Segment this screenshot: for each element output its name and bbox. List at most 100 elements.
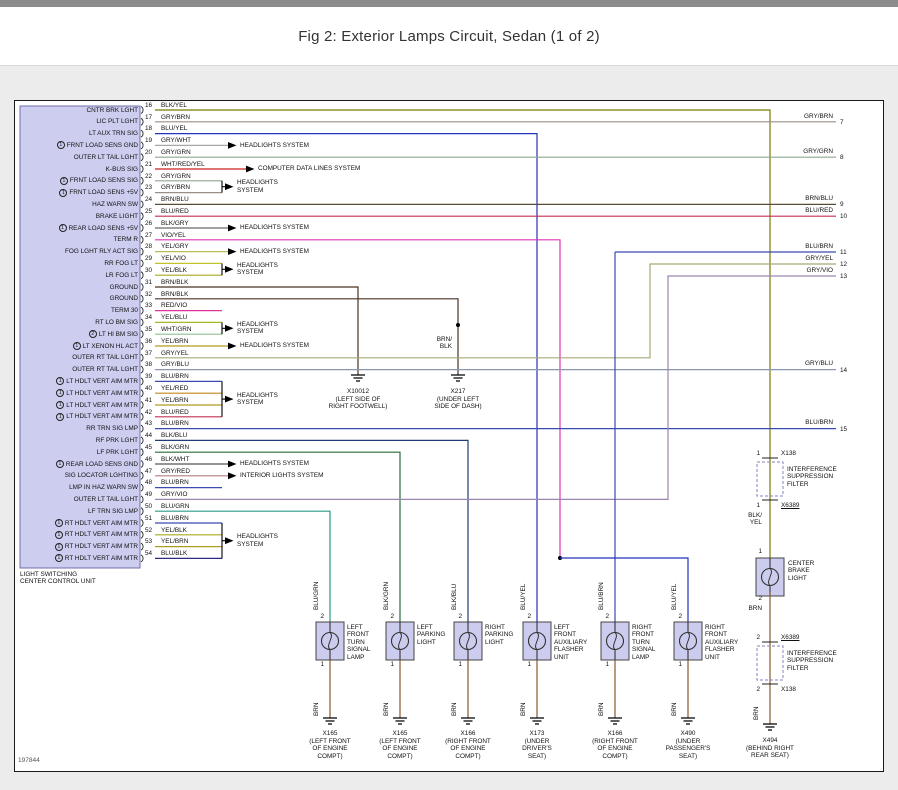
pin-number: 26 [145,219,153,227]
pin-signal-label: FRNT LOAD SENS GND [66,141,138,149]
pin-signal-row: GROUND [24,294,138,303]
pin-signal-label: OUTER LT TAIL LGHT [73,153,138,161]
wire-color-label: YEL/BLU [161,314,188,322]
connector-id: X165 [392,730,408,737]
connector-location: PASSENGER'S [665,745,711,753]
pin-signal-label: RT LO BM SIG [95,318,138,326]
connector-id: X10012 [346,388,370,395]
component-pin-number: 2 [758,595,762,602]
component-pin-number: 1 [605,661,609,668]
pin-number: 52 [145,526,153,534]
pin-signal-label: GROUND [109,283,138,291]
pin-number: 41 [145,396,153,404]
note-badge: 2 [88,330,97,339]
pin-number: 31 [145,278,153,286]
pin-number: 29 [145,255,153,263]
wire-color-label: YEL/BRN [161,396,189,404]
edge-number: 7 [840,118,844,126]
pin-signal-label: GROUND [109,295,138,303]
pin-signal-label: LIC PLT LGHT [96,118,138,126]
pin-number: 34 [145,314,153,322]
pin-number: 40 [145,385,153,392]
pin-number: 20 [145,149,153,156]
pin-signal-row: RT LO BM SIG [24,318,138,327]
pin-signal-row: 1 LT HDLT VERT AIM MTR [24,412,138,421]
wire-color-label: GRY/BLU [161,361,189,369]
component-name: FILTER [787,664,809,672]
pin-number: 28 [145,243,153,251]
edge-number: 15 [840,425,848,433]
component-pin-number: 1 [678,661,682,668]
wire-color-label: BLK/WHT [161,455,190,463]
pin-signal-label: FRNT LOAD SENS +5V [69,189,138,197]
connector-location: DRIVER'S [522,745,552,753]
system-ref-label: SYSTEM [237,269,264,277]
note-badge: 1 [59,188,68,197]
note-badge: 1 [72,342,81,350]
note-badge: 1 [54,542,63,551]
pin-signal-row: OUTER LT TAIL LGHT [24,495,138,504]
component-name: LEFT [554,624,570,631]
pin-signal-label: RT HDLT VERT AIM MTR [64,543,138,551]
pin-signal-row: LF TRN SIG LMP [24,507,138,516]
pin-number: 25 [145,208,153,215]
wire-color-label: VIO/YEL [161,231,186,239]
component-name: LIGHT [788,574,807,582]
connector-location: COMPT) [455,752,481,760]
pin-number: 43 [145,420,153,428]
pin-signal-label: OUTER RT TAIL LGHT [72,366,138,374]
connector-location: RIGHT FOOTWELL) [328,403,388,411]
pin-number: 46 [145,455,153,463]
component-name: FRONT [347,631,370,639]
pin-signal-row: 1 LT HDLT VERT AIM MTR [24,401,138,410]
component-name: UNIT [705,653,720,661]
wire-color-label: BLU/BRN [598,582,605,610]
wire-color-label: GRY/GRN [161,149,191,156]
note-badge: 1 [54,554,63,563]
edge-wire-color: BLU/BRN [805,419,833,427]
pin-signal-label: FOG LGHT RLY ACT SIG [64,248,138,256]
connector-id: X165 [322,730,338,737]
connector-location: (UNDER [675,738,701,745]
wire-color-label: BLK/BLU [451,583,458,610]
note-badge: 1 [56,401,65,409]
component-pin-number: 2 [390,612,394,620]
wire-color-label: BRN [383,702,390,717]
system-ref-label: SYSTEM [237,399,264,407]
edge-wire-color: GRY/YEL [805,254,833,262]
pin-signal-label: REAR LOAD SENS +5V [68,224,138,232]
connector-location: COMPT) [317,752,343,760]
pin-signal-label: RT HDLT VERT AIM MTR [64,519,138,527]
pin-signal-row: 1 LT XENON HL ACT [24,342,138,351]
pin-number: 18 [145,125,153,133]
pin-signal-row: 1 FRNT LOAD SENS GND [24,141,138,150]
wire-color-label: BLK/GRN [161,444,190,451]
system-ref-label: SYSTEM [237,328,264,336]
pin-signal-row: 1 LT HDLT VERT AIM MTR [24,377,138,386]
edge-number: 12 [840,261,848,268]
pin-signal-label: LF PRK LGHT [96,448,138,456]
component-name: LEFT [417,624,433,631]
wire-color-label: YEL/RED [161,385,189,392]
pin-number: 48 [145,479,153,487]
connector-location: REAR SEAT) [751,752,789,760]
wire-color-label: BLK/YEL [161,101,187,109]
pin-signal-label: BRAKE LIGHT [95,212,138,220]
pin-signal-row: K-BUS SIG [24,165,138,174]
note-badge: 1 [54,530,63,539]
component-name: FRONT [632,631,655,639]
connector-id: X6389 [781,501,800,509]
pin-signal-row: 1 RT HDLT VERT AIM MTR [24,554,138,563]
title-band: Fig 2: Exterior Lamps Circuit, Sedan (1 … [0,7,898,66]
component-pin-number: 1 [390,661,394,668]
wire-color-label: GRY/BRN [161,113,191,121]
pin-number: 33 [145,302,153,310]
connector-id: X490 [680,730,696,737]
pin-number: 42 [145,408,153,416]
pin-signal-label: LT AUX TRN SIG [88,130,138,138]
component-pin-number: 2 [605,612,609,620]
pin-number: 54 [145,550,153,558]
wire-color-label: YEL/VIO [161,255,186,263]
connector-pin: 2 [756,633,760,641]
